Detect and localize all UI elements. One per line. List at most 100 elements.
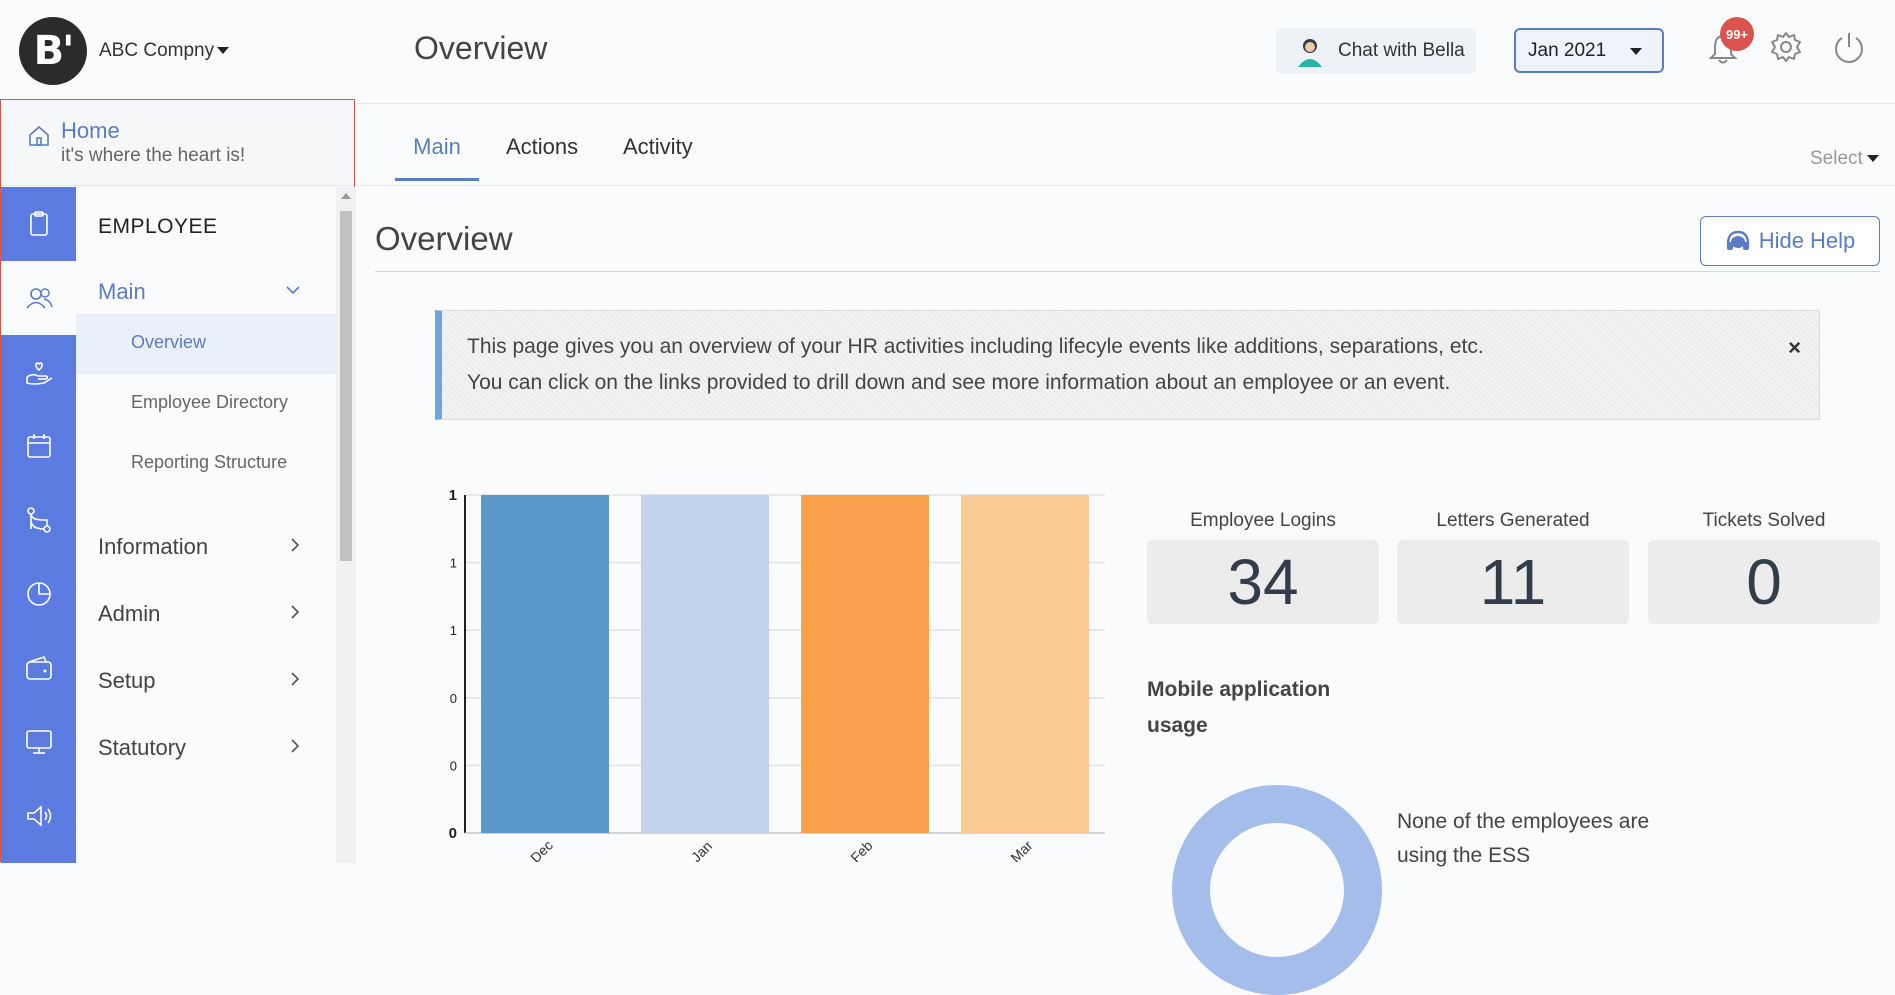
company-selector[interactable]: ABC Compny bbox=[99, 40, 230, 62]
chevron-right-icon[interactable] bbox=[288, 538, 302, 552]
rail-reports[interactable] bbox=[1, 557, 76, 631]
monitor-icon bbox=[25, 730, 52, 754]
stat-value: 11 bbox=[1397, 540, 1629, 624]
users-icon bbox=[25, 288, 53, 309]
bar-mar bbox=[961, 495, 1089, 833]
info-line-1: This page gives you an overview of your … bbox=[467, 335, 1484, 358]
tab-actions[interactable]: Actions bbox=[506, 134, 579, 159]
rail-desktop[interactable] bbox=[1, 705, 76, 779]
mobile-usage-title: Mobile application usage bbox=[1147, 678, 1331, 737]
icon-rail bbox=[1, 187, 76, 863]
bar-jan bbox=[641, 495, 769, 833]
home-icon bbox=[29, 125, 49, 146]
stat-label: Letters Generated bbox=[1436, 510, 1590, 531]
rail-workflow[interactable] bbox=[1, 483, 76, 557]
help-headset-icon bbox=[1726, 230, 1749, 250]
close-icon[interactable]: × bbox=[1788, 335, 1801, 360]
rail-clipboard[interactable] bbox=[1, 187, 76, 261]
tab-divider bbox=[360, 185, 1895, 186]
section-title: Overview bbox=[375, 220, 513, 257]
info-line-2: You can click on the links provided to d… bbox=[467, 371, 1451, 394]
home-title: Home bbox=[61, 118, 120, 143]
bar-chart-svg: 0 0 0 1 1 1 Dec Jan Feb Mar bbox=[449, 487, 1105, 866]
rail-announcements[interactable] bbox=[1, 779, 76, 853]
menu-item-overview[interactable]: Overview bbox=[131, 332, 207, 352]
sidebar-menu: EMPLOYEE Main Overview Employee Director… bbox=[76, 187, 336, 863]
y-tick-label: 0 bbox=[450, 758, 457, 773]
wallet-icon bbox=[25, 656, 52, 680]
month-select[interactable]: Jan 2021 bbox=[1514, 28, 1664, 73]
hand-heart-icon bbox=[25, 362, 52, 385]
stat-employee-logins[interactable]: Employee Logins 34 bbox=[1147, 510, 1379, 624]
menu-section-title: EMPLOYEE bbox=[98, 215, 218, 238]
gear-icon[interactable] bbox=[1769, 30, 1803, 64]
menu-group-main[interactable]: Main bbox=[98, 279, 146, 304]
month-value: Jan 2021 bbox=[1528, 39, 1607, 61]
bar-dec bbox=[481, 495, 609, 833]
x-tick-label: Mar bbox=[1007, 837, 1036, 862]
chat-label: Chat with Bella bbox=[1338, 40, 1465, 61]
menu-group-admin[interactable]: Admin bbox=[98, 601, 161, 626]
chat-with-bella-button[interactable]: Chat with Bella bbox=[1276, 28, 1476, 74]
y-tick-label: 1 bbox=[450, 623, 457, 638]
bar-feb bbox=[801, 495, 929, 833]
caret-down-icon bbox=[1866, 155, 1879, 163]
caret-down-icon bbox=[1630, 48, 1642, 55]
help-info-box: This page gives you an overview of your … bbox=[435, 310, 1820, 420]
mobile-usage-text: None of the employees are using the ESS bbox=[1397, 810, 1650, 867]
y-tick-label: 0 bbox=[449, 825, 457, 842]
view-select[interactable]: Select bbox=[1810, 148, 1879, 170]
menu-group-statutory[interactable]: Statutory bbox=[98, 735, 187, 760]
tab-main[interactable]: Main bbox=[395, 134, 479, 181]
rail-benefits[interactable] bbox=[1, 335, 76, 409]
activity-bar-chart: 0 0 0 1 1 1 Dec Jan Feb Mar bbox=[440, 480, 1110, 866]
stat-tickets-solved[interactable]: Tickets Solved 0 bbox=[1648, 510, 1880, 624]
chevron-right-icon[interactable] bbox=[288, 672, 302, 686]
chevron-right-icon[interactable] bbox=[288, 605, 302, 619]
rail-payroll[interactable] bbox=[1, 631, 76, 705]
calendar-icon bbox=[26, 434, 51, 458]
stat-value: 0 bbox=[1648, 540, 1880, 624]
hide-help-button[interactable]: Hide Help bbox=[1700, 216, 1880, 266]
chevron-right-icon[interactable] bbox=[288, 739, 302, 753]
x-tick-label: Dec bbox=[527, 837, 556, 862]
stat-value: 34 bbox=[1147, 540, 1379, 624]
x-tick-label: Jan bbox=[688, 838, 715, 862]
tab-activity[interactable]: Activity bbox=[623, 134, 693, 159]
scroll-up-icon[interactable] bbox=[341, 193, 351, 199]
rail-calendar[interactable] bbox=[1, 409, 76, 483]
stat-label: Employee Logins bbox=[1190, 510, 1336, 531]
menu-active-highlight bbox=[76, 314, 336, 374]
menu-group-setup[interactable]: Setup bbox=[98, 668, 156, 693]
stat-label: Tickets Solved bbox=[1702, 510, 1826, 531]
sidebar-scrollbar[interactable] bbox=[336, 187, 356, 863]
hide-help-label: Hide Help bbox=[1758, 228, 1856, 253]
top-bar: B' ABC Compny Overview Chat with Bella J… bbox=[0, 0, 1895, 104]
y-tick-label: 1 bbox=[450, 556, 457, 571]
sidebar: Home it's where the heart is! bbox=[0, 99, 356, 863]
home-link[interactable]: Home it's where the heart is! bbox=[1, 100, 354, 186]
menu-group-information[interactable]: Information bbox=[98, 534, 209, 559]
chevron-down-icon[interactable] bbox=[286, 283, 300, 297]
mobile-usage-donut bbox=[1172, 785, 1382, 995]
section-divider bbox=[375, 271, 1880, 272]
power-icon[interactable] bbox=[1831, 30, 1867, 66]
notification-badge[interactable]: 99+ bbox=[1720, 17, 1754, 51]
company-name: ABC Compny bbox=[99, 40, 215, 61]
x-tick-label: Feb bbox=[847, 837, 876, 862]
page-title: Overview bbox=[414, 30, 548, 66]
flow-icon bbox=[26, 507, 51, 533]
y-tick-label: 0 bbox=[450, 691, 457, 706]
company-logo[interactable]: B' bbox=[19, 17, 87, 85]
caret-down-icon bbox=[217, 47, 230, 55]
menu-item-employee-directory[interactable]: Employee Directory bbox=[131, 392, 289, 412]
y-tick-label: 1 bbox=[449, 487, 457, 504]
menu-item-reporting-structure[interactable]: Reporting Structure bbox=[131, 452, 288, 472]
pie-chart-icon bbox=[26, 582, 51, 606]
bella-avatar-icon bbox=[1298, 39, 1322, 67]
view-select-label: Select bbox=[1810, 148, 1863, 169]
scrollbar-thumb[interactable] bbox=[340, 211, 352, 561]
stat-letters-generated[interactable]: Letters Generated 11 bbox=[1397, 510, 1629, 624]
rail-employee[interactable] bbox=[1, 261, 76, 335]
clipboard-icon bbox=[29, 211, 48, 236]
